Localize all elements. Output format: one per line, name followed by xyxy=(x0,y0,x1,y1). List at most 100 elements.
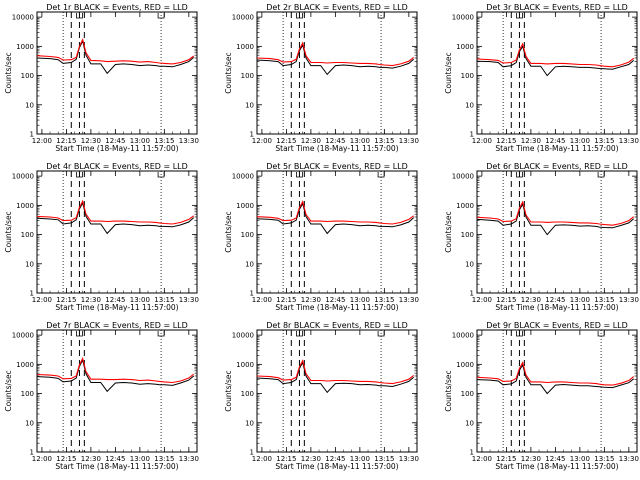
y-axis-label: Counts/sec xyxy=(4,370,13,411)
panel-det-9: Det 9r BLACK = Events, RED = LLD 1 10 100 10… xyxy=(444,321,639,471)
top-interval-marker xyxy=(76,172,83,178)
x-tick-label: 13:00 xyxy=(570,296,590,304)
plot-frame xyxy=(36,170,198,294)
x-tick-label: 13:15 xyxy=(154,137,174,145)
plot-frame xyxy=(256,329,418,453)
y-tick-label: 10000 xyxy=(12,332,34,340)
x-tick-label: 13:00 xyxy=(350,455,370,463)
series-lld-line xyxy=(256,359,415,385)
x-tick-label: 12:45 xyxy=(105,455,125,463)
panel-title: Det 2r BLACK = Events, RED = LLD xyxy=(266,3,408,12)
plot-frame xyxy=(256,170,418,294)
x-axis-label: Start Time (18-May-11 11:57:00) xyxy=(495,462,618,471)
x-tick-label: 12:45 xyxy=(105,296,125,304)
y-tick-label: 10000 xyxy=(232,332,254,340)
x-tick-label: 12:45 xyxy=(325,455,345,463)
top-interval-marker xyxy=(377,331,385,337)
top-interval-marker xyxy=(516,172,523,178)
y-tick-label: 10 xyxy=(465,101,474,109)
y-tick-label: 10000 xyxy=(452,14,474,22)
x-tick-label: 12:00 xyxy=(32,137,52,145)
series-lld-line xyxy=(256,200,415,225)
x-tick-label: 13:00 xyxy=(350,296,370,304)
x-tick-label: 12:30 xyxy=(301,296,321,304)
panel-title: Det 5r BLACK = Events, RED = LLD xyxy=(266,162,408,171)
y-axis-label: Counts/sec xyxy=(224,370,233,411)
x-tick-label: 12:15 xyxy=(56,296,76,304)
x-tick-label: 12:45 xyxy=(545,296,565,304)
top-interval-marker xyxy=(76,13,83,19)
x-tick-label: 12:00 xyxy=(32,455,52,463)
y-axis-label: Counts/sec xyxy=(4,211,13,252)
y-tick-label: 1000 xyxy=(236,43,254,51)
y-tick-label: 100 xyxy=(241,390,254,398)
y-tick-label: 1 xyxy=(470,449,474,457)
x-axis-label: Start Time (18-May-11 11:57:00) xyxy=(495,303,618,312)
series-events-line xyxy=(36,358,195,393)
y-tick-label: 10 xyxy=(25,419,34,427)
series-events-line xyxy=(476,202,635,236)
x-tick-label: 13:15 xyxy=(594,455,614,463)
panel-det-7: Det 7r BLACK = Events, RED = LLD 1 10 100 10… xyxy=(4,321,199,471)
y-tick-label: 10 xyxy=(465,419,474,427)
panel-det-5: Det 5r BLACK = Events, RED = LLD 1 10 100 10… xyxy=(224,162,419,312)
y-tick-label: 10000 xyxy=(452,173,474,181)
y-axis-label: Counts/sec xyxy=(444,211,453,252)
y-tick-label: 1000 xyxy=(16,202,34,210)
plot-frame xyxy=(36,329,198,453)
y-tick-label: 1 xyxy=(30,131,34,139)
plot-frame xyxy=(476,11,638,135)
x-tick-label: 12:15 xyxy=(56,137,76,145)
x-tick-label: 13:15 xyxy=(594,296,614,304)
y-tick-label: 1 xyxy=(470,131,474,139)
y-tick-label: 1 xyxy=(250,131,254,139)
y-tick-label: 10 xyxy=(245,260,254,268)
y-tick-label: 10000 xyxy=(12,173,34,181)
x-axis-label: Start Time (18-May-11 11:57:00) xyxy=(495,144,618,153)
y-tick-label: 1 xyxy=(470,290,474,298)
x-tick-label: 13:15 xyxy=(374,455,394,463)
top-interval-marker xyxy=(296,13,303,19)
x-tick-label: 12:30 xyxy=(521,455,541,463)
x-tick-label: 12:00 xyxy=(472,455,492,463)
series-events-line xyxy=(256,361,415,394)
y-tick-label: 1000 xyxy=(16,361,34,369)
x-tick-label: 13:00 xyxy=(130,455,150,463)
x-tick-label: 12:15 xyxy=(276,137,296,145)
panel-det-1: Det 1r BLACK = Events, RED = LLD 1 10 100 10… xyxy=(4,3,199,153)
series-lld-line xyxy=(36,199,195,225)
top-interval-marker xyxy=(296,331,303,337)
y-tick-label: 10 xyxy=(25,260,34,268)
y-tick-label: 10 xyxy=(245,101,254,109)
y-tick-label: 100 xyxy=(461,390,474,398)
x-tick-label: 12:45 xyxy=(325,296,345,304)
x-tick-label: 12:45 xyxy=(545,137,565,145)
series-lld-line xyxy=(36,356,195,384)
x-tick-label: 13:30 xyxy=(179,137,199,145)
y-tick-label: 10000 xyxy=(232,173,254,181)
x-tick-label: 12:00 xyxy=(252,455,272,463)
panel-det-3: Det 3r BLACK = Events, RED = LLD 1 10 100 10… xyxy=(444,3,639,153)
x-tick-label: 12:30 xyxy=(81,455,101,463)
y-tick-label: 100 xyxy=(461,231,474,239)
series-events-line xyxy=(36,39,195,75)
x-tick-label: 12:00 xyxy=(472,296,492,304)
panel-det-6: Det 6r BLACK = Events, RED = LLD 1 10 100 10… xyxy=(444,162,639,312)
x-tick-label: 13:00 xyxy=(350,137,370,145)
series-lld-line xyxy=(476,42,635,68)
y-axis-label: Counts/sec xyxy=(224,211,233,252)
plot-frame xyxy=(256,11,418,135)
y-tick-label: 10000 xyxy=(12,14,34,22)
series-lld-line xyxy=(36,37,195,65)
top-interval-marker xyxy=(597,172,605,178)
x-tick-label: 12:00 xyxy=(252,137,272,145)
x-tick-label: 12:30 xyxy=(301,455,321,463)
x-tick-label: 12:30 xyxy=(81,296,101,304)
top-interval-marker xyxy=(296,172,303,178)
x-tick-label: 13:30 xyxy=(399,137,419,145)
x-tick-label: 12:00 xyxy=(32,296,52,304)
x-tick-label: 13:30 xyxy=(619,137,639,145)
x-tick-label: 13:30 xyxy=(619,296,639,304)
plot-frame xyxy=(36,11,198,135)
y-tick-label: 1 xyxy=(30,290,34,298)
